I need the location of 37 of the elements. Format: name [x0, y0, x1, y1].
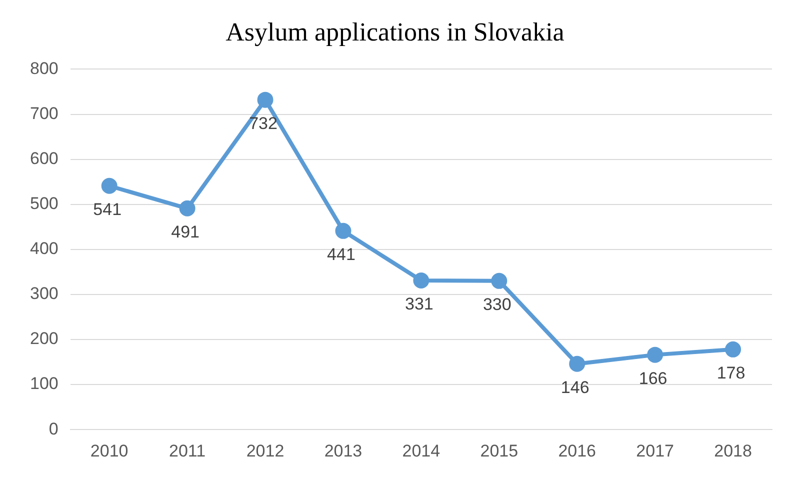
- x-tick-label: 2010: [90, 441, 128, 460]
- y-tick-label: 500: [30, 194, 58, 214]
- x-tick-label: 2014: [402, 441, 440, 460]
- x-tick-label: 2015: [480, 441, 518, 460]
- point: [413, 272, 430, 288]
- x-tick-label: 2011: [169, 441, 206, 460]
- y-tick-label: 0: [48, 419, 58, 438]
- x-tick-label: 2017: [636, 441, 674, 460]
- point: [101, 178, 118, 194]
- point: [569, 356, 586, 372]
- y-tick-label: 600: [30, 148, 58, 168]
- data-label: 330: [482, 295, 512, 314]
- y-tick-label: 800: [30, 58, 58, 78]
- point: [491, 272, 508, 289]
- point: [335, 222, 352, 239]
- data-label: 166: [638, 369, 668, 388]
- data-label: 331: [404, 294, 434, 314]
- y-tick-label: 400: [30, 239, 58, 258]
- data-label: 732: [249, 114, 278, 134]
- point: [725, 341, 742, 358]
- data-label: 541: [93, 200, 122, 220]
- y-tick-label: 300: [30, 284, 58, 304]
- x-tick-label: 2013: [324, 441, 362, 460]
- x-tick-label: 2018: [714, 441, 752, 460]
- chart-title: Asylum applications in Slovakia: [226, 17, 565, 46]
- point: [647, 346, 664, 363]
- x-tick-label: 2012: [246, 441, 284, 460]
- data-label: 441: [327, 245, 356, 264]
- x-tick-label: 2016: [558, 441, 596, 460]
- y-tick-label: 700: [30, 104, 58, 123]
- point: [257, 92, 274, 108]
- data-label: 146: [560, 378, 590, 398]
- point: [179, 200, 196, 216]
- data-label: 491: [171, 222, 200, 242]
- data-label: 178: [716, 364, 746, 383]
- y-tick-label: 100: [30, 374, 58, 394]
- y-tick-label: 200: [30, 329, 58, 348]
